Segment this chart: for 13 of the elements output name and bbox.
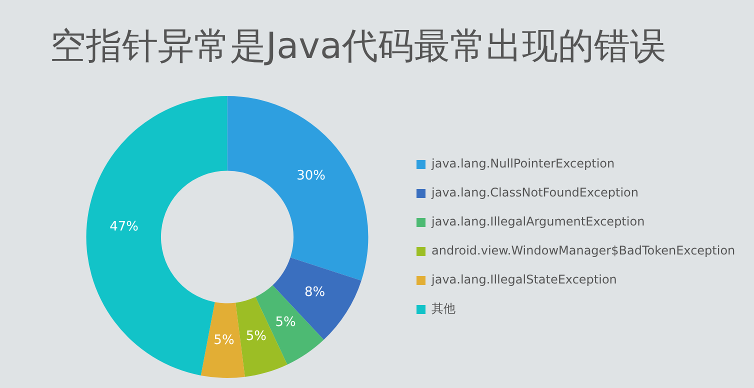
data-label: 5%: [246, 328, 266, 344]
chart-title: 空指针异常是Java代码最常出现的错误: [49, 25, 668, 69]
legend-label: android.view.WindowManager$BadTokenException: [432, 244, 736, 258]
legend-label: 其他: [432, 302, 456, 316]
data-label: 8%: [304, 284, 326, 300]
data-label: 5%: [214, 332, 234, 348]
legend-label: java.lang.IllegalArgumentException: [430, 214, 645, 229]
data-label: 47%: [110, 220, 139, 235]
legend-label: java.lang.IllegalStateException: [430, 272, 617, 287]
data-label: 5%: [275, 315, 296, 330]
legend-label: java.lang.NullPointerException: [430, 156, 615, 171]
data-label: 30%: [296, 168, 326, 184]
legend-label: java.lang.ClassNotFoundException: [430, 186, 638, 200]
